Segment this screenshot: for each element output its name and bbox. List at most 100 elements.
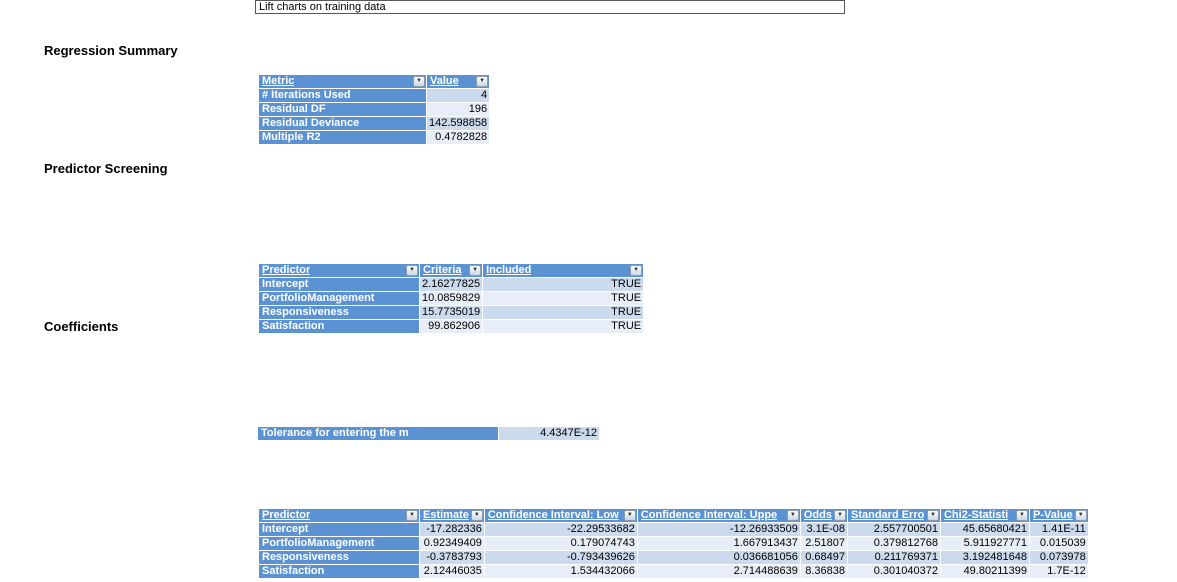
predictor-cell[interactable]: Satisfaction (259, 565, 419, 578)
predictor-screening-heading: Predictor Screening (44, 161, 168, 176)
filter-dropdown-icon[interactable]: ▼ (406, 510, 418, 521)
lift-charts-textbox[interactable]: Lift charts on training data (255, 0, 845, 14)
value-cell[interactable]: 142.598858 (427, 117, 490, 130)
table-row: Responsiveness -0.3783793 -0.793439626 0… (259, 551, 1088, 564)
value-cell[interactable]: 0.4782828 (427, 131, 490, 144)
included-cell[interactable]: TRUE (483, 278, 644, 291)
standard-error-cell[interactable]: 0.301040372 (847, 565, 940, 578)
predictor-cell[interactable]: Intercept (259, 523, 419, 536)
metric-cell[interactable]: Residual Deviance (259, 117, 426, 130)
ci-upper-cell[interactable]: -12.26933509 (637, 523, 800, 536)
chi2-statistic-cell[interactable]: 5.911927771 (940, 537, 1029, 550)
p-value-cell[interactable]: 0.015039 (1029, 537, 1088, 550)
header-cell-predictor[interactable]: Predictor ▼ (259, 264, 419, 277)
included-cell[interactable]: TRUE (483, 292, 644, 305)
header-cell-ci-upper[interactable]: Confidence Interval: Uppe ▼ (637, 509, 800, 522)
chi2-statistic-cell[interactable]: 3.192481648 (940, 551, 1029, 564)
p-value-cell[interactable]: 1.41E-11 (1029, 523, 1088, 536)
value-cell[interactable]: 196 (427, 103, 490, 116)
header-label: Confidence Interval: Uppe (640, 509, 778, 522)
header-cell-estimate[interactable]: Estimate ▼ (420, 509, 484, 522)
criteria-cell[interactable]: 2.16277825 (420, 278, 483, 291)
estimate-cell[interactable]: 0.92349409 (420, 537, 484, 550)
filter-dropdown-icon[interactable]: ▼ (476, 76, 489, 87)
table-row: Residual DF 196 (259, 103, 490, 116)
filter-dropdown-icon[interactable]: ▼ (623, 510, 636, 521)
header-label: Estimate (423, 509, 469, 522)
standard-error-cell[interactable]: 2.557700501 (847, 523, 940, 536)
metric-cell[interactable]: # Iterations Used (259, 89, 426, 102)
header-label: Confidence Interval: Low (487, 509, 619, 522)
predictor-screening-table: Predictor ▼ Criteria ▼ Included ▼ Interc… (258, 263, 1177, 334)
filter-dropdown-icon[interactable]: ▼ (413, 76, 425, 87)
standard-error-cell[interactable]: 0.211769371 (847, 551, 940, 564)
chi2-statistic-cell[interactable]: 49.80211399 (940, 565, 1029, 578)
predictor-cell[interactable]: PortfolioManagement (259, 292, 419, 305)
criteria-cell[interactable]: 15.7735019 (420, 306, 483, 319)
included-cell[interactable]: TRUE (483, 306, 644, 319)
header-cell-included[interactable]: Included ▼ (483, 264, 644, 277)
criteria-cell[interactable]: 99.862906 (420, 320, 483, 333)
p-value-cell[interactable]: 1.7E-12 (1029, 565, 1088, 578)
header-label: Metric (262, 75, 295, 88)
value-cell[interactable]: 4 (427, 89, 490, 102)
ci-lower-cell[interactable]: -0.793439626 (484, 551, 637, 564)
filter-dropdown-icon[interactable]: ▼ (469, 265, 482, 276)
filter-dropdown-icon[interactable]: ▼ (1074, 510, 1087, 521)
header-cell-chi2-statistic[interactable]: Chi2-Statisti ▼ (940, 509, 1029, 522)
predictor-cell[interactable]: Satisfaction (259, 320, 419, 333)
ci-upper-cell[interactable]: 0.036681056 (637, 551, 800, 564)
header-cell-predictor[interactable]: Predictor ▼ (259, 509, 419, 522)
predictor-cell[interactable]: Intercept (259, 278, 419, 291)
filter-dropdown-icon[interactable]: ▼ (630, 265, 643, 276)
tolerance-value-cell[interactable]: 4.4347E-12 (499, 427, 599, 440)
p-value-cell[interactable]: 0.073978 (1029, 551, 1088, 564)
header-label: Standard Erro (850, 509, 925, 522)
criteria-cell[interactable]: 10.0859829 (420, 292, 483, 305)
filter-dropdown-icon[interactable]: ▼ (786, 510, 799, 521)
header-label: Included (486, 264, 532, 277)
filter-dropdown-icon[interactable]: ▼ (833, 510, 846, 521)
odds-cell[interactable]: 0.68497 (800, 551, 847, 564)
header-cell-criteria[interactable]: Criteria ▼ (420, 264, 483, 277)
table-row: PortfolioManagement 10.0859829 TRUE (259, 292, 644, 305)
predictor-cell[interactable]: PortfolioManagement (259, 537, 419, 550)
odds-cell[interactable]: 2.51807 (800, 537, 847, 550)
included-cell[interactable]: TRUE (483, 320, 644, 333)
estimate-cell[interactable]: -17.282336 (420, 523, 484, 536)
metric-cell[interactable]: Multiple R2 (259, 131, 426, 144)
header-label: Predictor (262, 264, 311, 277)
predictor-cell[interactable]: Responsiveness (259, 551, 419, 564)
header-label: Value (430, 75, 459, 88)
header-cell-ci-lower[interactable]: Confidence Interval: Low ▼ (484, 509, 637, 522)
filter-dropdown-icon[interactable]: ▼ (470, 510, 483, 521)
tolerance-label-cell[interactable]: Tolerance for entering the m (258, 427, 498, 440)
ci-upper-cell[interactable]: 1.667913437 (637, 537, 800, 550)
odds-cell[interactable]: 3.1E-08 (800, 523, 847, 536)
filter-dropdown-icon[interactable]: ▼ (1015, 510, 1028, 521)
ci-lower-cell[interactable]: 1.534432066 (484, 565, 637, 578)
ci-upper-cell[interactable]: 2.714488639 (637, 565, 800, 578)
header-cell-standard-error[interactable]: Standard Erro ▼ (847, 509, 940, 522)
header-cell-p-value[interactable]: P-Value ▼ (1029, 509, 1088, 522)
header-cell-value[interactable]: Value ▼ (427, 75, 490, 88)
estimate-cell[interactable]: -0.3783793 (420, 551, 484, 564)
metric-cell[interactable]: Residual DF (259, 103, 426, 116)
coefficients-table: Predictor ▼ Estimate ▼ Confidence Interval… (258, 508, 1177, 579)
filter-dropdown-icon[interactable]: ▼ (406, 265, 418, 276)
ci-lower-cell[interactable]: 0.179074743 (484, 537, 637, 550)
header-label: P-Value (1032, 509, 1073, 522)
ci-lower-cell[interactable]: -22.29533682 (484, 523, 637, 536)
estimate-cell[interactable]: 2.12446035 (420, 565, 484, 578)
chi2-statistic-cell[interactable]: 45.65680421 (940, 523, 1029, 536)
regression-summary-table: Metric ▼ Value ▼ # Iterations Used 4 Res… (258, 74, 1177, 145)
regression-summary-grid: Metric ▼ Value ▼ # Iterations Used 4 Res… (258, 74, 490, 145)
header-cell-metric[interactable]: Metric ▼ (259, 75, 426, 88)
table-row: PortfolioManagement 0.92349409 0.1790747… (259, 537, 1088, 550)
table-row: Intercept 2.16277825 TRUE (259, 278, 644, 291)
header-cell-odds[interactable]: Odds ▼ (800, 509, 847, 522)
odds-cell[interactable]: 8.36838 (800, 565, 847, 578)
filter-dropdown-icon[interactable]: ▼ (926, 510, 939, 521)
standard-error-cell[interactable]: 0.379812768 (847, 537, 940, 550)
predictor-cell[interactable]: Responsiveness (259, 306, 419, 319)
